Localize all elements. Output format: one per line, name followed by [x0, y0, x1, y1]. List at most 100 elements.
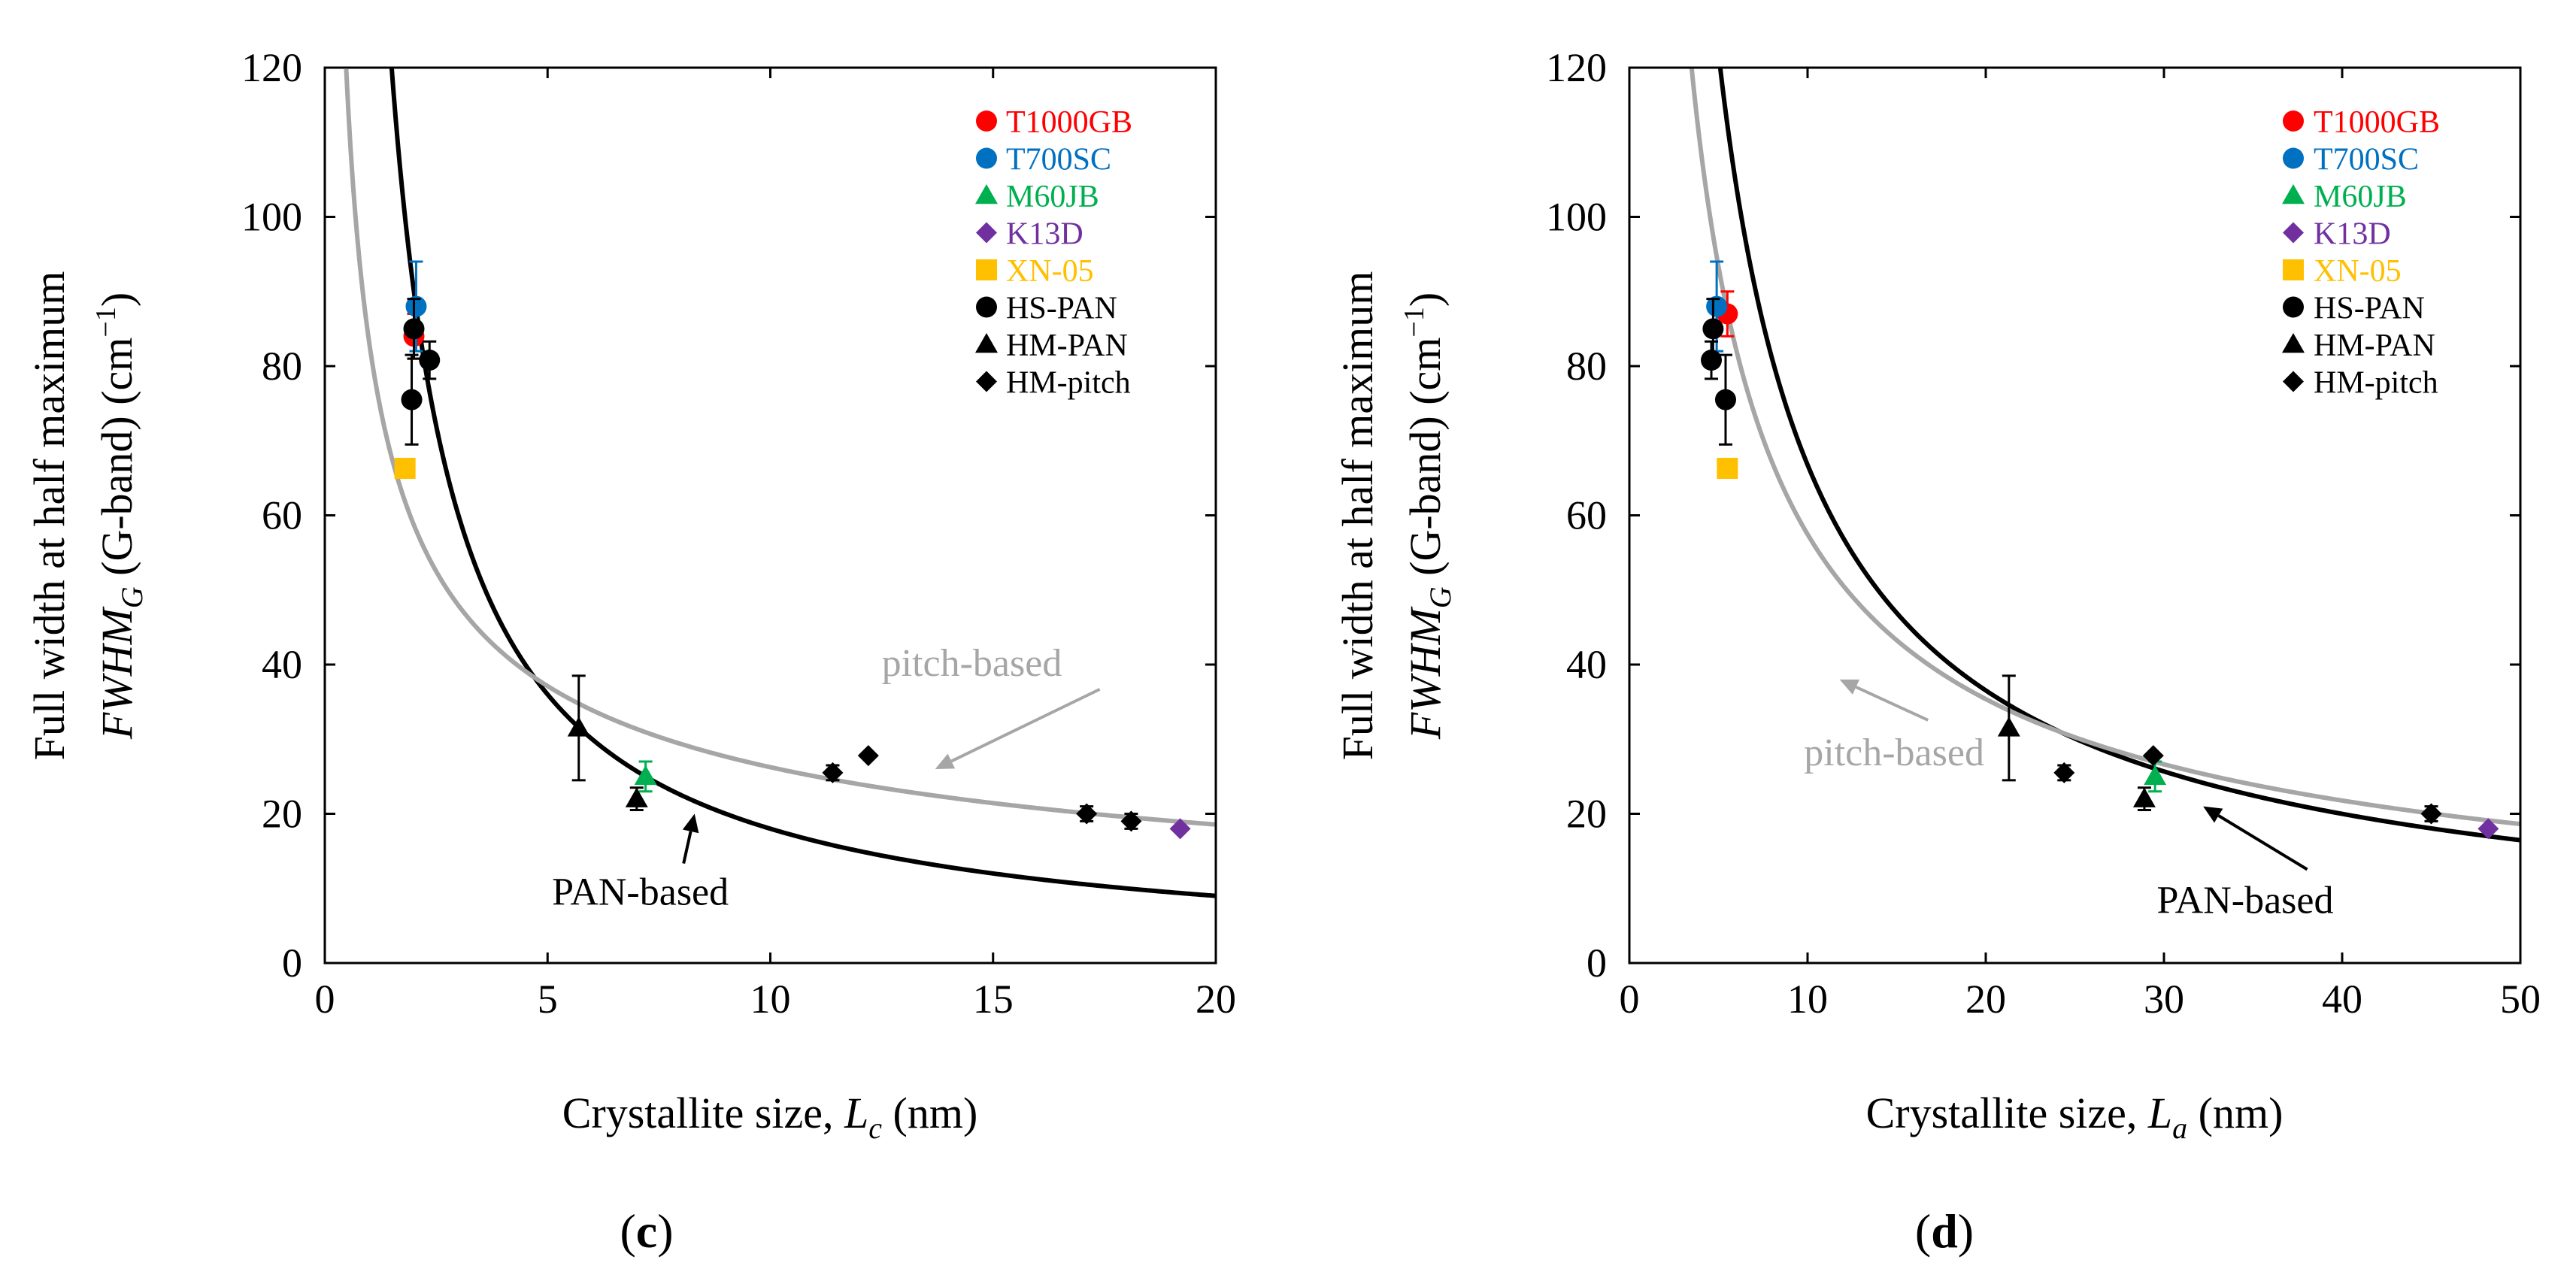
XN-05-point	[1717, 457, 1738, 479]
y-tick-label: 120	[241, 45, 302, 90]
legend-marker-M60JB	[975, 184, 998, 204]
legend-marker-XN-05	[976, 259, 997, 280]
legend-label-HS-PAN: HS-PAN	[2314, 292, 2425, 326]
pitch-based-curve	[344, 68, 1216, 827]
y-tick-label: 80	[262, 344, 302, 389]
legend-item: HM-pitch	[2283, 366, 2438, 401]
HM-PAN-point	[1997, 716, 2020, 737]
legend-marker-HS-PAN	[2283, 296, 2304, 318]
x-tick-label: 10	[750, 977, 791, 1022]
legend-label-XN-05: XN-05	[1006, 254, 1094, 289]
legend-label-M60JB: M60JB	[1006, 180, 1099, 214]
legend-item: HS-PAN	[976, 292, 1117, 326]
HM-PAN-point	[2132, 787, 2156, 807]
legend-label-HM-pitch: HM-pitch	[2314, 366, 2438, 401]
legend-label-T700SC: T700SC	[1006, 143, 1111, 177]
legend-item: HM-PAN	[975, 329, 1128, 363]
legend-marker-K13D	[976, 222, 997, 244]
fit-curves	[344, 68, 1216, 898]
HM-pitch-point	[2053, 762, 2075, 783]
annotation-arrow	[682, 831, 692, 865]
legend-label-T1000GB: T1000GB	[1006, 105, 1132, 140]
y-tick-label: 40	[1566, 642, 1607, 687]
legend-marker-K13D	[2283, 222, 2304, 244]
x-tick-label: 50	[2500, 977, 2541, 1022]
data-points	[1701, 260, 2499, 840]
pitch-based-curve	[1689, 68, 2520, 827]
annotation-PAN-based: PAN-based	[552, 871, 729, 914]
legend-item: HM-PAN	[2282, 329, 2435, 363]
x-axis-label: Crystallite size, La (nm)	[1866, 1089, 2284, 1145]
HS-PAN-point	[403, 318, 425, 340]
panel-d-chart: pitch-based PAN-based 0 10 20 30 40 50 0 20 40 60 80…	[1333, 45, 2541, 1258]
legend-label-HM-PAN: HM-PAN	[1006, 329, 1128, 363]
annotation-pitch-based: pitch-based	[882, 642, 1062, 685]
x-tick-label: 30	[2144, 977, 2184, 1022]
x-tick-label: 40	[2322, 977, 2362, 1022]
HM-PAN-point	[567, 716, 590, 737]
legend-marker-HM-pitch	[976, 371, 997, 392]
legend-item: T700SC	[976, 143, 1111, 177]
x-tick-label: 20	[1965, 977, 2006, 1022]
fit-curves	[1689, 68, 2520, 843]
PAN-based-curve	[1717, 68, 2520, 843]
annotation-arrowhead	[682, 813, 699, 834]
T700SC-point	[1706, 295, 1728, 317]
HM-pitch-point	[1076, 803, 1098, 825]
x-tick-label: 5	[538, 977, 558, 1022]
HM-pitch-point	[2142, 745, 2164, 767]
y-tick-label: 0	[1587, 940, 1607, 986]
legend: T1000GBT700SCM60JBK13DXN-05HS-PANHM-PANH…	[2282, 105, 2440, 401]
y-axis-label-line1: Full width at half maximum	[1333, 271, 1382, 761]
legend-item: T700SC	[2283, 143, 2419, 177]
annotation-arrow	[1855, 686, 1929, 722]
legend-marker-HS-PAN	[976, 296, 997, 318]
legend-item: M60JB	[975, 180, 1099, 214]
HS-PAN-point	[419, 350, 441, 371]
legend-item: K13D	[2283, 217, 2391, 252]
legend-marker-HM-pitch	[2283, 371, 2304, 392]
K13D-point	[1169, 818, 1191, 840]
legend-marker-HM-PAN	[2282, 333, 2305, 353]
y-tick-label: 0	[282, 940, 302, 986]
legend-label-HM-PAN: HM-PAN	[2314, 329, 2435, 363]
HM-pitch-point	[2420, 803, 2442, 825]
legend-item: HS-PAN	[2283, 292, 2425, 326]
HM-pitch-point	[857, 745, 879, 767]
legend-label-K13D: K13D	[1006, 217, 1083, 252]
XN-05-point	[394, 457, 416, 479]
data-points	[394, 260, 1191, 840]
panel-label: (d)	[1915, 1204, 1974, 1258]
panel-c-chart: pitch-based PAN-based 0 5 10 15 20 0 20 40 60 80 100…	[25, 45, 1236, 1258]
HS-PAN-point	[1701, 350, 1723, 371]
legend-item: XN-05	[976, 254, 1094, 289]
y-axis-label-line1: Full width at half maximum	[25, 271, 74, 761]
legend-marker-XN-05	[2283, 259, 2304, 280]
legend-label-T700SC: T700SC	[2314, 143, 2419, 177]
legend-marker-M60JB	[2282, 184, 2305, 204]
legend-item: T1000GB	[976, 105, 1132, 140]
legend-label-HS-PAN: HS-PAN	[1006, 292, 1117, 326]
legend-item: XN-05	[2283, 254, 2402, 289]
HM-PAN-point	[625, 787, 648, 807]
PAN-based-curve	[389, 68, 1216, 898]
legend-label-M60JB: M60JB	[2314, 180, 2407, 214]
legend-item: T1000GB	[2283, 105, 2440, 140]
legend-label-XN-05: XN-05	[2314, 254, 2402, 289]
annotation-arrowhead	[935, 753, 956, 769]
annotation-arrowhead	[1839, 679, 1860, 695]
x-axis-label: Crystallite size, Lc (nm)	[562, 1089, 978, 1145]
y-tick-label: 80	[1566, 344, 1607, 389]
legend-item: M60JB	[2282, 180, 2407, 214]
x-tick-label: 15	[973, 977, 1014, 1022]
y-tick-label: 20	[1566, 792, 1607, 837]
legend: T1000GBT700SCM60JBK13DXN-05HS-PANHM-PANH…	[975, 105, 1132, 401]
y-tick-label: 120	[1546, 45, 1607, 90]
legend-marker-T1000GB	[976, 111, 997, 132]
y-axis-label-line2: FWHMG (G-band) (cm−1)	[1399, 292, 1457, 740]
legend-marker-HM-PAN	[975, 333, 998, 353]
HM-pitch-point	[1120, 810, 1142, 832]
y-tick-label: 60	[1566, 493, 1607, 538]
y-tick-label: 20	[262, 792, 302, 837]
annotation-arrowhead	[2203, 806, 2223, 823]
